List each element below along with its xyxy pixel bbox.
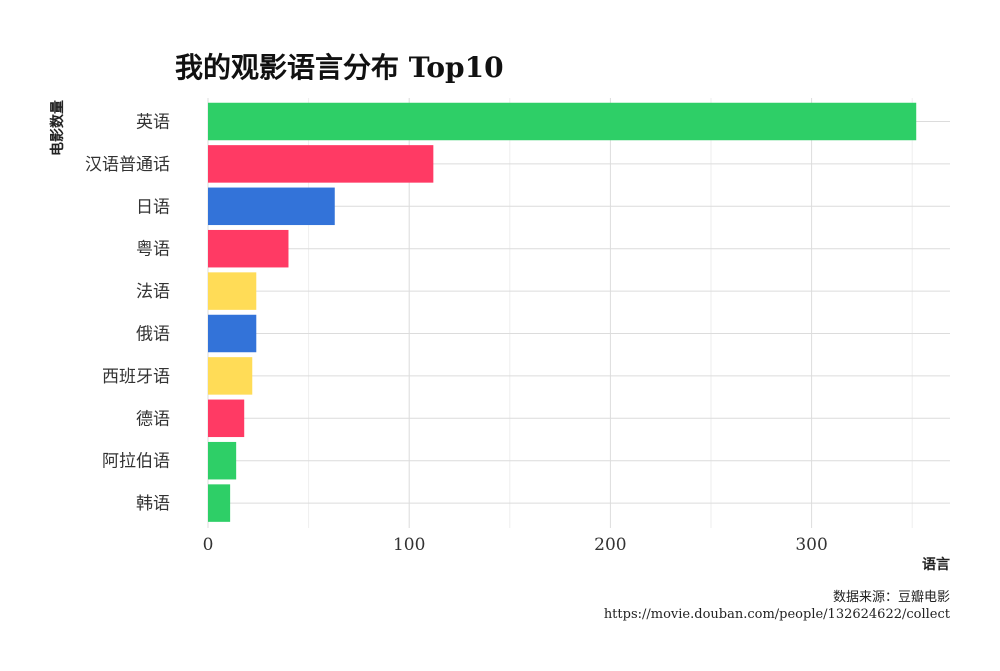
x-tick-labels: 0 100 200 300 — [203, 535, 828, 555]
bar — [208, 229, 289, 268]
category-label: 汉语普通话 — [85, 155, 170, 175]
category-label: 法语 — [136, 282, 170, 302]
bar — [208, 399, 245, 438]
category-label: 粤语 — [136, 240, 170, 260]
caption-source: 数据来源：豆瓣电影 — [833, 590, 950, 605]
bars — [208, 102, 917, 522]
bar — [208, 314, 257, 353]
x-tick-label: 0 — [203, 535, 214, 555]
x-tick-label: 200 — [594, 535, 626, 555]
bar — [208, 357, 253, 395]
bar — [208, 102, 917, 141]
caption-url: https://movie.douban.com/people/13262462… — [604, 607, 951, 622]
chart-title: 我的观影语言分布 Top10 — [175, 51, 504, 84]
y-axis-title: 电影数量 — [49, 100, 66, 156]
category-label: 韩语 — [136, 494, 170, 514]
bar — [208, 187, 335, 226]
x-tick-label: 100 — [393, 535, 425, 555]
category-label: 日语 — [136, 197, 170, 217]
bar — [208, 272, 257, 310]
x-tick-label: 300 — [795, 535, 827, 555]
x-axis-title: 语言 — [922, 556, 950, 573]
bar — [208, 441, 237, 480]
category-label: 阿拉伯语 — [102, 452, 170, 472]
category-label: 德语 — [136, 409, 170, 429]
bar — [208, 484, 231, 522]
category-label: 西班牙语 — [102, 367, 170, 387]
category-label: 英语 — [136, 113, 170, 133]
category-label: 俄语 — [136, 325, 170, 345]
bar — [208, 145, 434, 183]
